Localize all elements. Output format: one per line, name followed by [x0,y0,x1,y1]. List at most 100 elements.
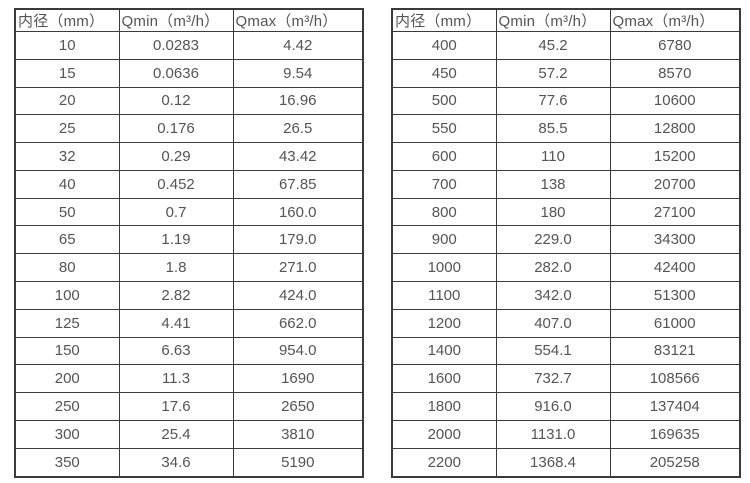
table-cell: 40 [14,169,120,199]
table-cell: 2650 [232,392,364,421]
header-row: 内径（mm） Qmin（m³/h） Qmax（m³/h） [14,8,364,32]
table-cell: 1200 [391,308,497,338]
table-cell: 100 [14,281,120,310]
table-cell: 108566 [609,364,741,394]
table-row: 1000 282.0 42400 [391,253,741,283]
table-cell: 1131.0 [495,419,611,449]
table-cell: 1400 [391,336,497,366]
table-cell: 500 [391,86,497,116]
table-row: 1200 407.0 61000 [391,308,741,338]
table-cell: 5190 [232,447,364,478]
table-cell: 34300 [609,225,741,255]
table-cell: 61000 [609,308,741,338]
flow-table-small-diameters: 内径（mm） Qmin（m³/h） Qmax（m³/h） 10 0.0283 4.42 15… [14,8,364,478]
table-cell: 3810 [232,419,364,449]
table-row: 15 0.0636 9.54 [14,58,364,88]
column-header: 内径（mm） [391,8,497,32]
table-row: 65 1.19 179.0 [14,225,364,255]
column-header: Qmin（m³/h） [118,8,234,32]
table-cell: 554.1 [495,336,611,366]
table-row: 1100 342.0 51300 [391,281,741,310]
table-cell: 27100 [609,197,741,227]
table-cell: 16.96 [232,86,364,116]
table-cell: 900 [391,225,497,255]
table-row: 125 4.41 662.0 [14,308,364,338]
table-cell: 954.0 [232,336,364,366]
table-cell: 732.7 [495,364,611,394]
table-cell: 20700 [609,169,741,199]
table-cell: 1000 [391,253,497,283]
table-cell: 4.41 [118,308,234,338]
table-cell: 160.0 [232,197,364,227]
table-cell: 9.54 [232,58,364,88]
table-cell: 34.6 [118,447,234,478]
table-cell: 179.0 [232,225,364,255]
table-row: 80 1.8 271.0 [14,253,364,283]
table-row: 40 0.452 67.85 [14,169,364,199]
table-cell: 205258 [609,447,741,478]
table-row: 25 0.176 26.5 [14,114,364,144]
table-cell: 20 [14,86,120,116]
table-cell: 12800 [609,114,741,144]
table-row: 32 0.29 43.42 [14,142,364,171]
table-cell: 0.12 [118,86,234,116]
table-row: 10 0.0283 4.42 [14,31,364,60]
table-row: 2000 1131.0 169635 [391,419,741,449]
table-cell: 45.2 [495,31,611,60]
table-cell: 342.0 [495,281,611,310]
table-cell: 2000 [391,419,497,449]
table-cell: 600 [391,142,497,171]
table-cell: 6780 [609,31,741,60]
table-cell: 25 [14,114,120,144]
table-row: 1800 916.0 137404 [391,392,741,421]
table-cell: 1600 [391,364,497,394]
table-cell: 0.0283 [118,31,234,60]
table-cell: 11.3 [118,364,234,394]
table-cell: 1690 [232,364,364,394]
table-cell: 1.8 [118,253,234,283]
table-row: 800 180 27100 [391,197,741,227]
table-cell: 0.176 [118,114,234,144]
table-row: 900 229.0 34300 [391,225,741,255]
table-cell: 83121 [609,336,741,366]
table-cell: 800 [391,197,497,227]
table-cell: 77.6 [495,86,611,116]
table-cell: 0.0636 [118,58,234,88]
table-row: 350 34.6 5190 [14,447,364,478]
table-cell: 57.2 [495,58,611,88]
table-cell: 180 [495,197,611,227]
column-header: Qmax（m³/h） [609,8,741,32]
table-cell: 4.42 [232,31,364,60]
table-row: 20 0.12 16.96 [14,86,364,116]
table-cell: 229.0 [495,225,611,255]
table-row: 100 2.82 424.0 [14,281,364,310]
flow-table-large-diameters: 内径（mm） Qmin（m³/h） Qmax（m³/h） 400 45.2 6780 450… [391,8,741,478]
table-cell: 400 [391,31,497,60]
table-cell: 110 [495,142,611,171]
table-cell: 15200 [609,142,741,171]
table-cell: 26.5 [232,114,364,144]
table-cell: 67.85 [232,169,364,199]
table-cell: 450 [391,58,497,88]
table-cell: 350 [14,447,120,478]
table-cell: 10600 [609,86,741,116]
column-header: Qmin（m³/h） [495,8,611,32]
table-row: 400 45.2 6780 [391,31,741,60]
table-row: 200 11.3 1690 [14,364,364,394]
column-header: 内径（mm） [14,8,120,32]
table-cell: 80 [14,253,120,283]
table-cell: 25.4 [118,419,234,449]
table-cell: 200 [14,364,120,394]
table-row: 600 110 15200 [391,142,741,171]
table-cell: 700 [391,169,497,199]
table-cell: 2.82 [118,281,234,310]
column-header: Qmax（m³/h） [232,8,364,32]
table-cell: 550 [391,114,497,144]
table-cell: 0.452 [118,169,234,199]
table-row: 250 17.6 2650 [14,392,364,421]
table-cell: 282.0 [495,253,611,283]
table-cell: 150 [14,336,120,366]
table-cell: 6.63 [118,336,234,366]
table-cell: 85.5 [495,114,611,144]
